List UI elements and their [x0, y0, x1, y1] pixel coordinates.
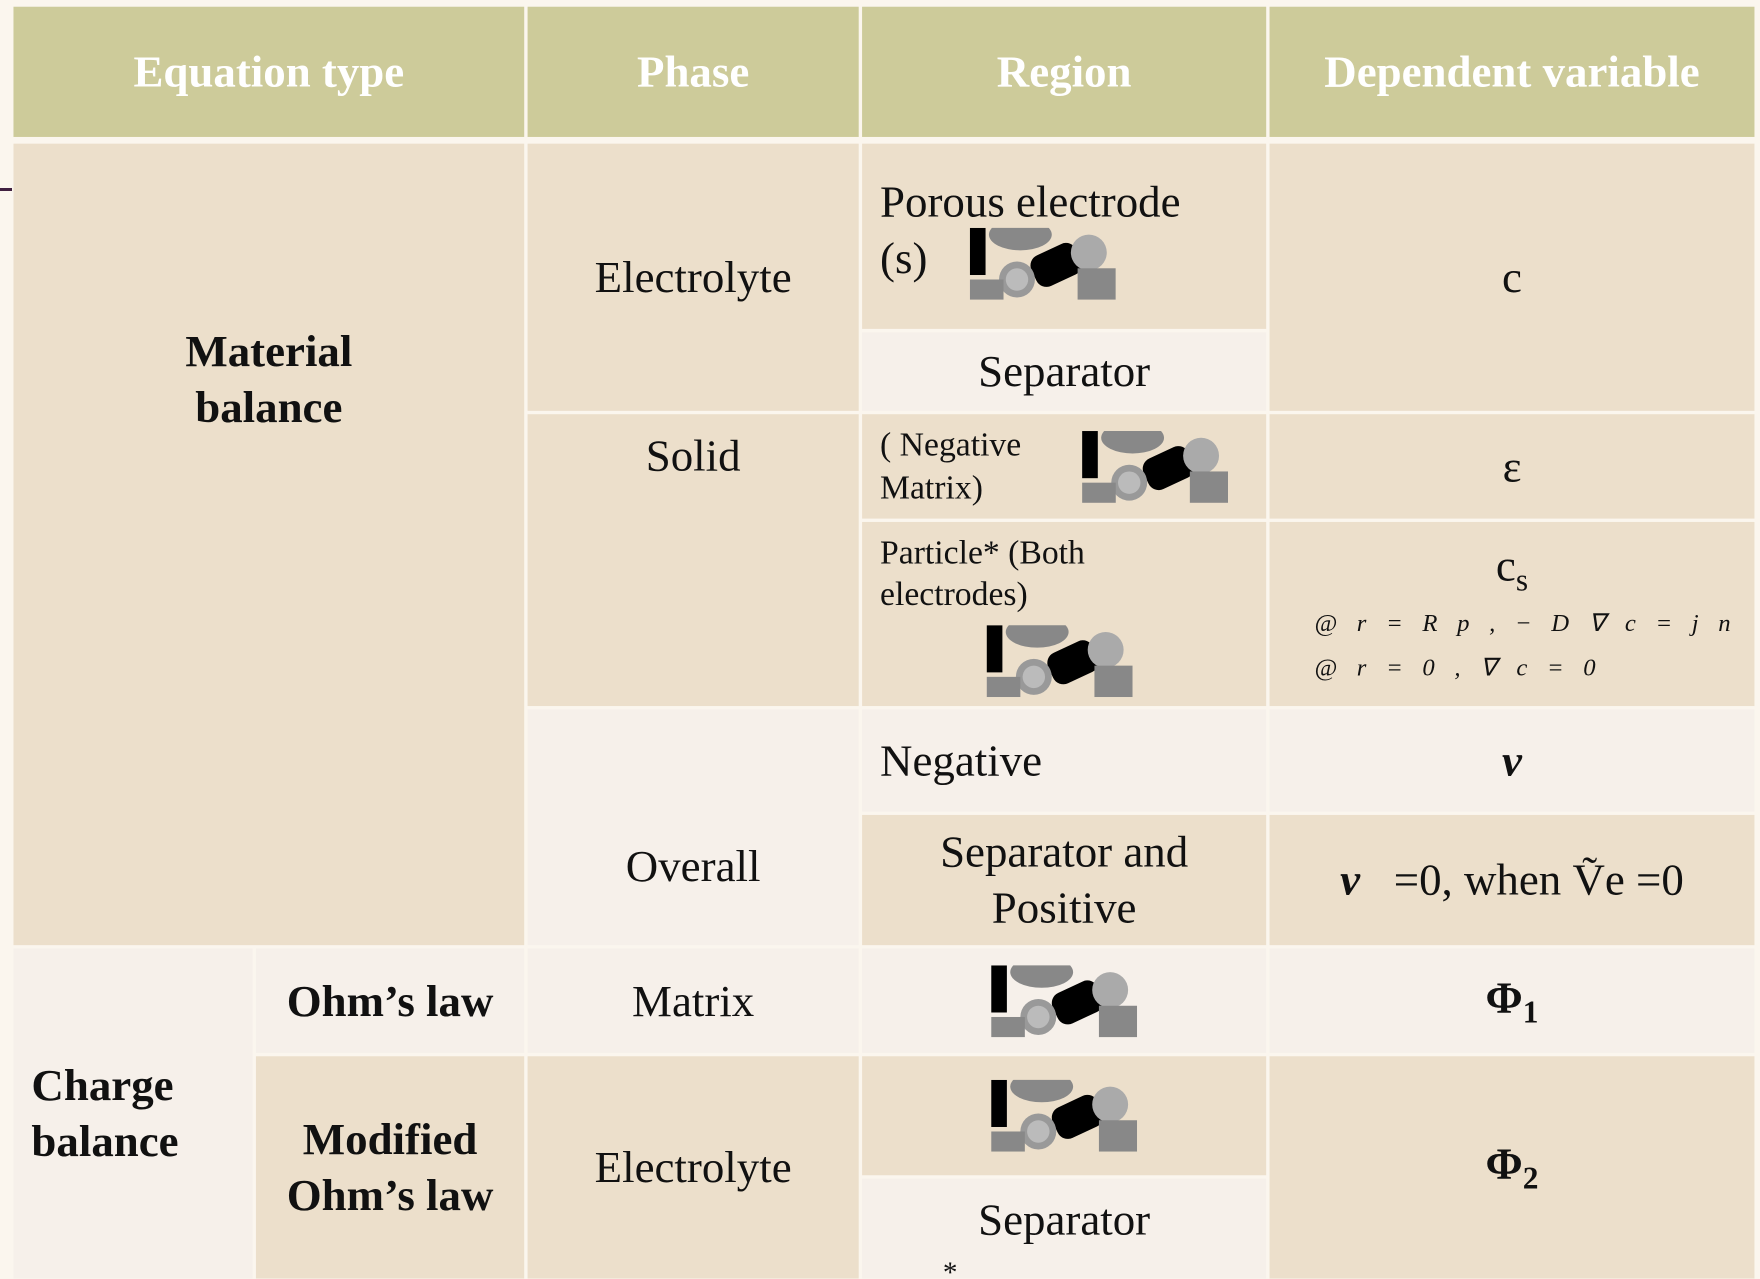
- variable-subscript: 2: [1522, 1161, 1539, 1197]
- variable-line: ε: [1503, 438, 1522, 494]
- footnote: *: [942, 1256, 958, 1279]
- phase-cell: Solid: [527, 414, 859, 707]
- region-cell: [862, 1056, 1267, 1176]
- header-cell: Equation type: [13, 6, 525, 137]
- variable-line: v: [1502, 732, 1522, 788]
- particle-icon: [986, 624, 1133, 697]
- variable-cell: c: [1269, 143, 1755, 411]
- region-cell: Separator *: [862, 1178, 1267, 1279]
- variable-line: Φ2: [1486, 1136, 1539, 1199]
- variable-cell: Φ2: [1269, 1056, 1755, 1279]
- region: Particle* (Both electrodes): [880, 533, 1085, 613]
- phase: Matrix: [632, 974, 755, 1026]
- variable-cell: cs @ r = R p , − D ∇ c = j n @ r = 0 , ∇ c…: [1269, 521, 1755, 707]
- region: Separator and Positive: [940, 826, 1189, 933]
- particle-icon: [969, 227, 1116, 300]
- phase-cell: Matrix: [527, 948, 859, 1053]
- charge-balance-cell: Charge balance: [13, 948, 253, 1279]
- law: Ohm’s law: [286, 974, 494, 1026]
- region-cell: Porous electrode (s): [862, 143, 1267, 329]
- region-cell: ( Negative Matrix): [862, 414, 1267, 519]
- variable-symbol: Φ: [1485, 971, 1523, 1023]
- header-text: Equation type: [133, 46, 405, 97]
- region: Separator: [978, 345, 1151, 397]
- particle-icon: [991, 964, 1138, 1037]
- material-balance-cell: Material balance: [13, 143, 525, 946]
- variable-symbol: v: [1340, 854, 1361, 905]
- region: ( Negative Matrix): [880, 426, 1022, 506]
- header-text: Phase: [637, 46, 750, 97]
- law-cell: Modified Ohm’s law: [255, 1056, 525, 1279]
- particle-icon: [991, 1079, 1138, 1152]
- region-cell: Separator: [862, 332, 1267, 411]
- slide-edge-mark: [0, 188, 12, 191]
- variable-cell: ε: [1269, 414, 1755, 519]
- variable-subscript: s: [1515, 563, 1529, 599]
- region: Porous electrode (s): [880, 175, 1181, 283]
- variable-line: Φ1: [1486, 969, 1539, 1032]
- region: Separator: [978, 1194, 1151, 1245]
- phase-cell: Electrolyte: [527, 143, 859, 411]
- law: Modified Ohm’s law: [286, 1113, 494, 1221]
- phase: Electrolyte: [594, 1141, 792, 1193]
- variable-symbol: v: [1502, 734, 1522, 786]
- variable-line: v =0, when Ṽe =0: [1340, 852, 1684, 908]
- region: Negative: [880, 734, 1043, 786]
- header-cell: Region: [862, 6, 1267, 137]
- variable-subscript: 1: [1522, 995, 1539, 1030]
- phase: Solid: [645, 429, 741, 481]
- header-cell: Dependent variable: [1269, 6, 1755, 137]
- boundary-condition: @ r = R p , − D ∇ c = j n: [1314, 608, 1738, 637]
- variable-symbol: ε: [1502, 440, 1522, 492]
- particle-icon: [1082, 430, 1229, 503]
- variable-line: c: [1502, 249, 1522, 305]
- phase: Electrolyte: [594, 251, 792, 302]
- variable-symbol: Φ: [1485, 1138, 1523, 1189]
- header-cell: Phase: [527, 6, 859, 137]
- variable-line: cs: [1496, 538, 1528, 601]
- variable-cell: v: [1269, 709, 1755, 812]
- region-cell: Particle* (Both electrodes): [862, 521, 1267, 707]
- equation-type: Charge balance: [31, 1059, 179, 1167]
- equation-type: Material balance: [185, 325, 353, 433]
- variable-cell: v =0, when Ṽe =0: [1269, 814, 1755, 946]
- header-text: Dependent variable: [1324, 46, 1700, 97]
- phase-cell: Electrolyte: [527, 1056, 859, 1279]
- region-cell: Negative: [862, 709, 1267, 812]
- variable-symbol: c: [1502, 251, 1522, 302]
- region-cell: Separator and Positive: [862, 814, 1267, 946]
- phase: Overall: [625, 840, 761, 892]
- boundary-condition: @ r = 0 , ∇ c = 0: [1314, 653, 1603, 682]
- header-text: Region: [996, 46, 1132, 97]
- variable-symbol: c: [1495, 540, 1516, 591]
- law-cell: Ohm’s law: [255, 948, 525, 1053]
- variable-condition: =0, when Ṽe =0: [1393, 854, 1684, 905]
- region-cell: [862, 948, 1267, 1053]
- variable-cell: Φ1: [1269, 948, 1755, 1053]
- phase-cell: Overall: [527, 709, 859, 946]
